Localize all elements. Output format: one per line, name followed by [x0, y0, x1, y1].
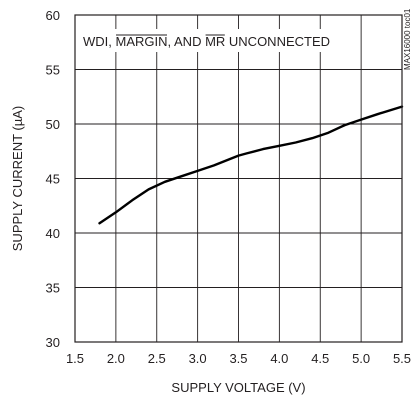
x-tick-label: 2.0: [107, 351, 125, 366]
x-axis-title: SUPPLY VOLTAGE (V): [171, 380, 305, 395]
y-tick-label: 45: [46, 172, 60, 187]
x-tick-labels: 1.5 2.0 2.5 3.0 3.5 4.0 4.5 5.0 5.5: [66, 351, 411, 366]
y-tick-label: 55: [46, 63, 60, 78]
x-tick-label: 4.5: [311, 351, 329, 366]
plot-frame: [74, 14, 403, 343]
y-tick-labels: 30 35 40 45 50 55 60: [46, 8, 60, 350]
y-axis-title: SUPPLY CURRENT (µA): [10, 106, 25, 251]
grid: [75, 15, 402, 342]
y-tick-label: 35: [46, 281, 60, 296]
x-tick-label: 5.0: [352, 351, 370, 366]
x-tick-label: 3.0: [189, 351, 207, 366]
x-tick-label: 1.5: [66, 351, 84, 366]
y-tick-label: 40: [46, 226, 60, 241]
x-tick-label: 4.0: [270, 351, 288, 366]
x-tick-label: 5.5: [393, 351, 411, 366]
figure-id-note: MAX16000 toc01: [403, 8, 412, 70]
y-tick-label: 60: [46, 8, 60, 23]
annotation-part: , AND: [168, 34, 206, 49]
y-tick-label: 50: [46, 117, 60, 132]
series-layer: [98, 105, 404, 225]
annotation-part: UNCONNECTED: [225, 34, 330, 49]
overlined-signal: MARGIN: [116, 34, 168, 49]
chart-annotation: WDI, MARGIN, AND MR UNCONNECTED: [83, 34, 330, 49]
overlined-signal: MR: [205, 34, 225, 49]
annotation-part: WDI,: [83, 34, 116, 49]
x-tick-label: 2.5: [148, 351, 166, 366]
series-line: [98, 105, 404, 225]
x-tick-label: 3.5: [229, 351, 247, 366]
y-tick-label: 30: [46, 335, 60, 350]
